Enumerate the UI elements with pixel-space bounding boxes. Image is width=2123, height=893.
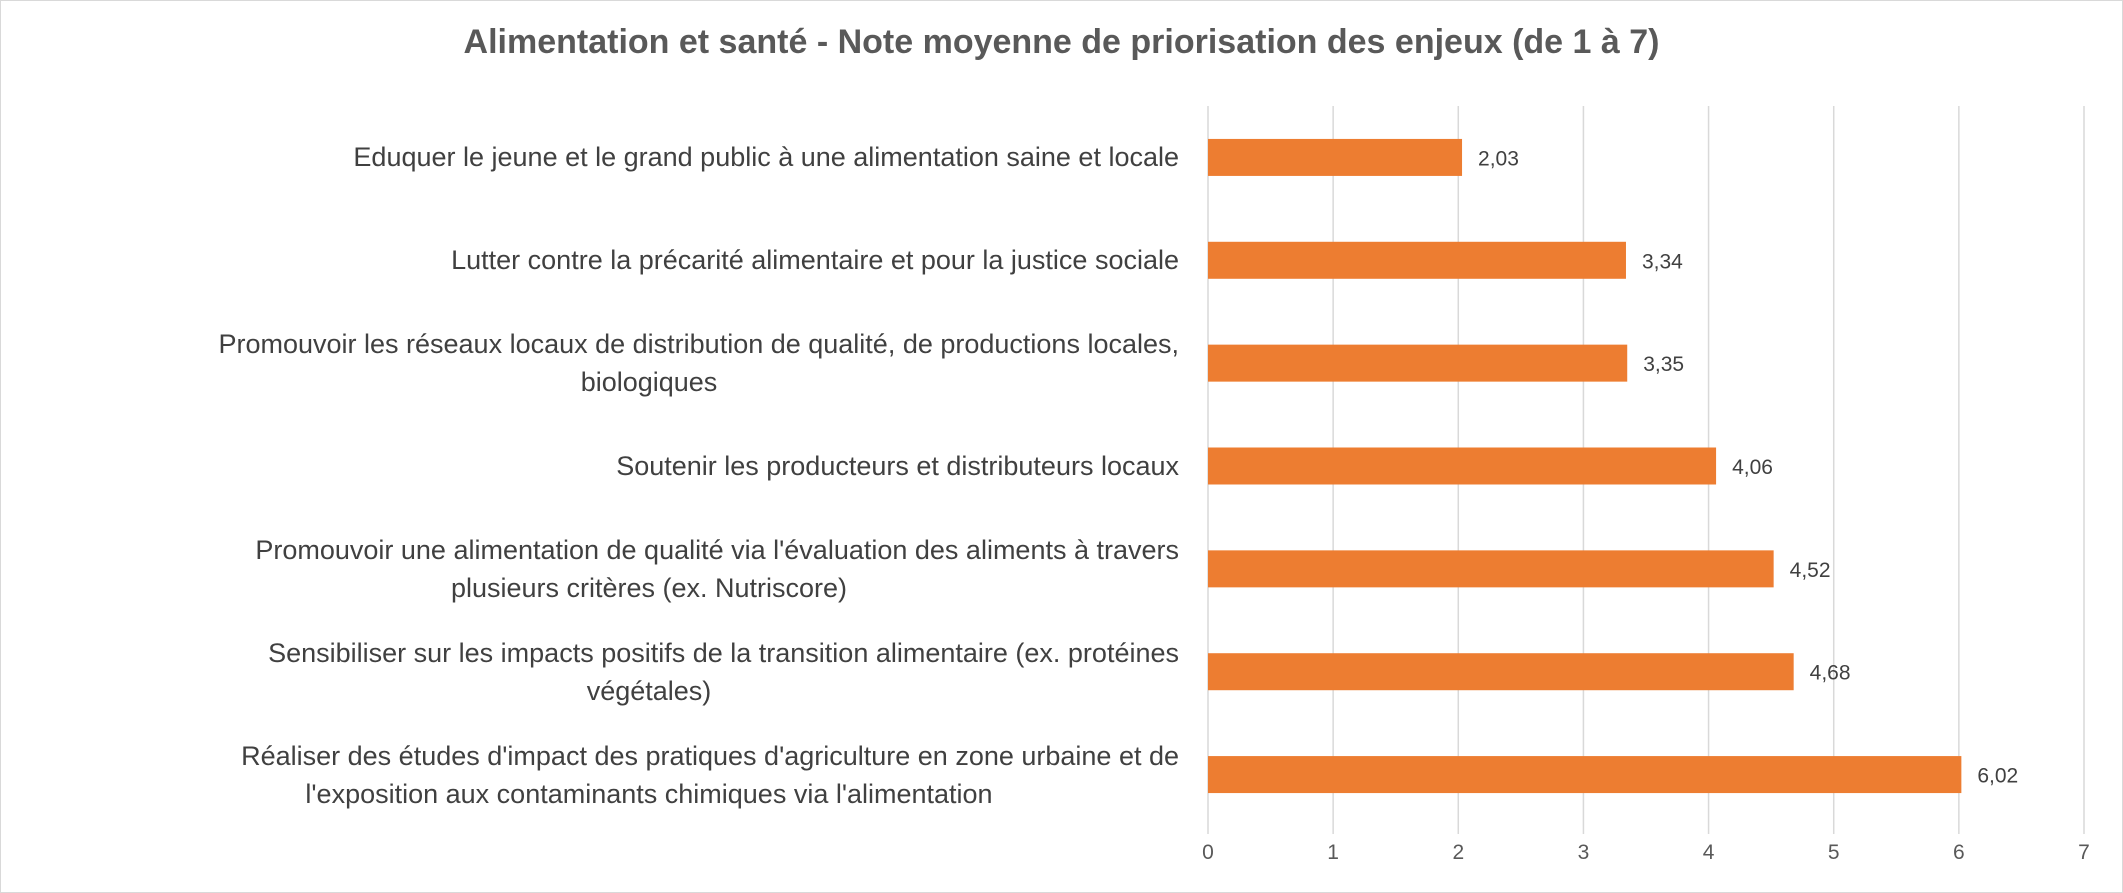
category-label-line: Promouvoir une alimentation de qualité v… [255, 534, 1179, 565]
x-tick-label: 6 [1953, 841, 1965, 864]
x-tick-label: 3 [1578, 841, 1590, 864]
category-label-line: biologiques [580, 367, 718, 398]
category-label-line: Eduquer le jeune et le grand public à un… [353, 142, 1179, 173]
x-tick-label: 7 [2078, 841, 2090, 864]
category-label-line: végétales) [586, 675, 712, 706]
data-label: 4,52 [1790, 559, 1831, 582]
data-label: 4,68 [1810, 662, 1851, 685]
bar-5 [1208, 550, 1774, 588]
data-label: 2,03 [1478, 147, 1519, 170]
bar-3 [1208, 344, 1628, 382]
data-label: 3,34 [1642, 250, 1683, 273]
category-label: Réaliser des études d'impact des pratiqu… [119, 737, 1179, 813]
category-label: Eduquer le jeune et le grand public à un… [119, 138, 1179, 176]
x-tick-label: 0 [1202, 841, 1214, 864]
bar-6 [1208, 653, 1794, 691]
category-label-line: Soutenir les producteurs et distributeur… [616, 451, 1179, 481]
category-label-line: Réaliser des études d'impact des pratiqu… [241, 740, 1179, 771]
category-label-line: Lutter contre la précarité alimentaire e… [451, 245, 1179, 276]
category-label-line: plusieurs critères (ex. Nutriscore) [450, 572, 848, 603]
category-label-line: l'exposition aux contaminants chimiques … [305, 778, 993, 809]
category-label: Promouvoir une alimentation de qualité v… [119, 531, 1179, 607]
category-label: Sensibiliser sur les impacts positifs de… [119, 634, 1179, 710]
category-label: Promouvoir les réseaux locaux de distrib… [119, 325, 1179, 401]
x-tick-label: 1 [1327, 841, 1339, 864]
bar-7 [1208, 756, 1962, 794]
bar-1 [1208, 138, 1463, 176]
data-label: 3,35 [1643, 353, 1684, 376]
x-tick-label: 5 [1828, 841, 1840, 864]
x-tick-label: 2 [1452, 841, 1464, 864]
category-label: Lutter contre la précarité alimentaire e… [119, 241, 1179, 279]
x-tick-label: 4 [1703, 841, 1715, 864]
data-label: 6,02 [1977, 765, 2018, 788]
data-label: 4,06 [1732, 456, 1773, 479]
category-label-line: Promouvoir les réseaux locaux de distrib… [218, 329, 1179, 360]
bar-4 [1208, 447, 1717, 485]
chart-title: Alimentation et santé - Note moyenne de … [463, 23, 1660, 61]
category-label-line: Sensibiliser sur les impacts positifs de… [268, 637, 1179, 668]
category-label: Soutenir les producteurs et distributeur… [119, 447, 1179, 485]
bar-2 [1208, 241, 1626, 279]
